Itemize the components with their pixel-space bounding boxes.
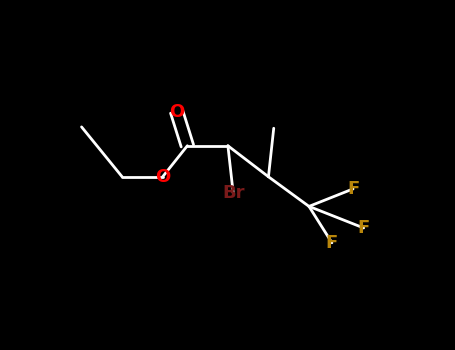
Text: O: O <box>169 103 184 121</box>
Text: F: F <box>326 234 338 252</box>
Text: F: F <box>347 180 359 198</box>
Text: Br: Br <box>222 184 244 202</box>
Text: O: O <box>155 168 170 186</box>
Text: F: F <box>358 219 370 237</box>
